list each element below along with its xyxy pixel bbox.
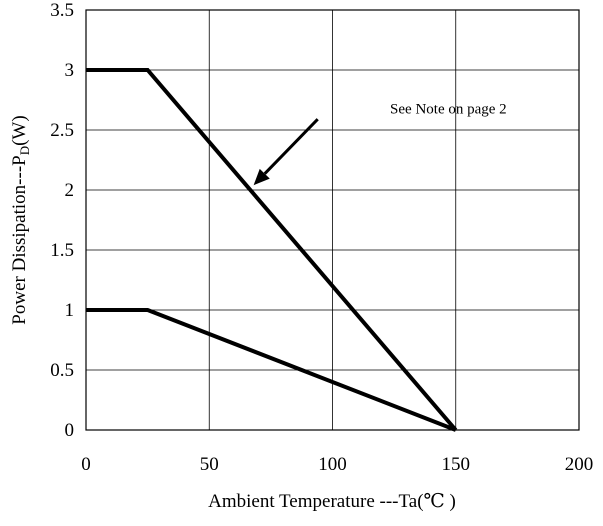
series-line-2 <box>86 308 457 432</box>
annotation-layer: See Note on page 2 <box>253 101 507 186</box>
annotation-arrow-head <box>253 168 270 186</box>
y-tick-label: 0.5 <box>50 360 74 381</box>
y-axis-title-sub: D <box>17 146 32 155</box>
x-tick-label: 50 <box>200 454 219 475</box>
y-tick-label: 3 <box>65 60 75 81</box>
y-tick-label: 2.5 <box>50 120 74 141</box>
grid-lines <box>85 9 580 431</box>
x-tick-label: 100 <box>318 454 347 475</box>
plot-frame <box>85 9 580 431</box>
x-tick-label: 200 <box>565 454 594 475</box>
x-tick-label: 150 <box>442 454 471 475</box>
annotation-text: See Note on page 2 <box>390 101 507 117</box>
y-axis-title-tail: (W) <box>9 115 30 146</box>
y-axis-title: Power Dissipation---PD(W) <box>9 115 32 324</box>
annotation-arrow-shaft <box>263 118 319 175</box>
x-tick-labels: 0 50 100 150 200 <box>81 454 593 475</box>
y-tick-label: 3.5 <box>50 0 74 21</box>
y-tick-labels: 0 0.5 1 1.5 2 2.5 3 3.5 <box>50 0 74 441</box>
series-layer <box>86 68 458 432</box>
y-tick-label: 1.5 <box>50 240 74 261</box>
x-tick-label: 0 <box>81 454 91 475</box>
y-tick-label: 0 <box>65 420 75 441</box>
y-axis-title-main: Power Dissipation---P <box>9 155 30 324</box>
series-line-1 <box>86 68 458 432</box>
x-axis-title: Ambient Temperature ---Ta(℃ ) <box>208 491 456 512</box>
y-tick-label: 2 <box>65 180 75 201</box>
y-tick-label: 1 <box>65 300 75 321</box>
